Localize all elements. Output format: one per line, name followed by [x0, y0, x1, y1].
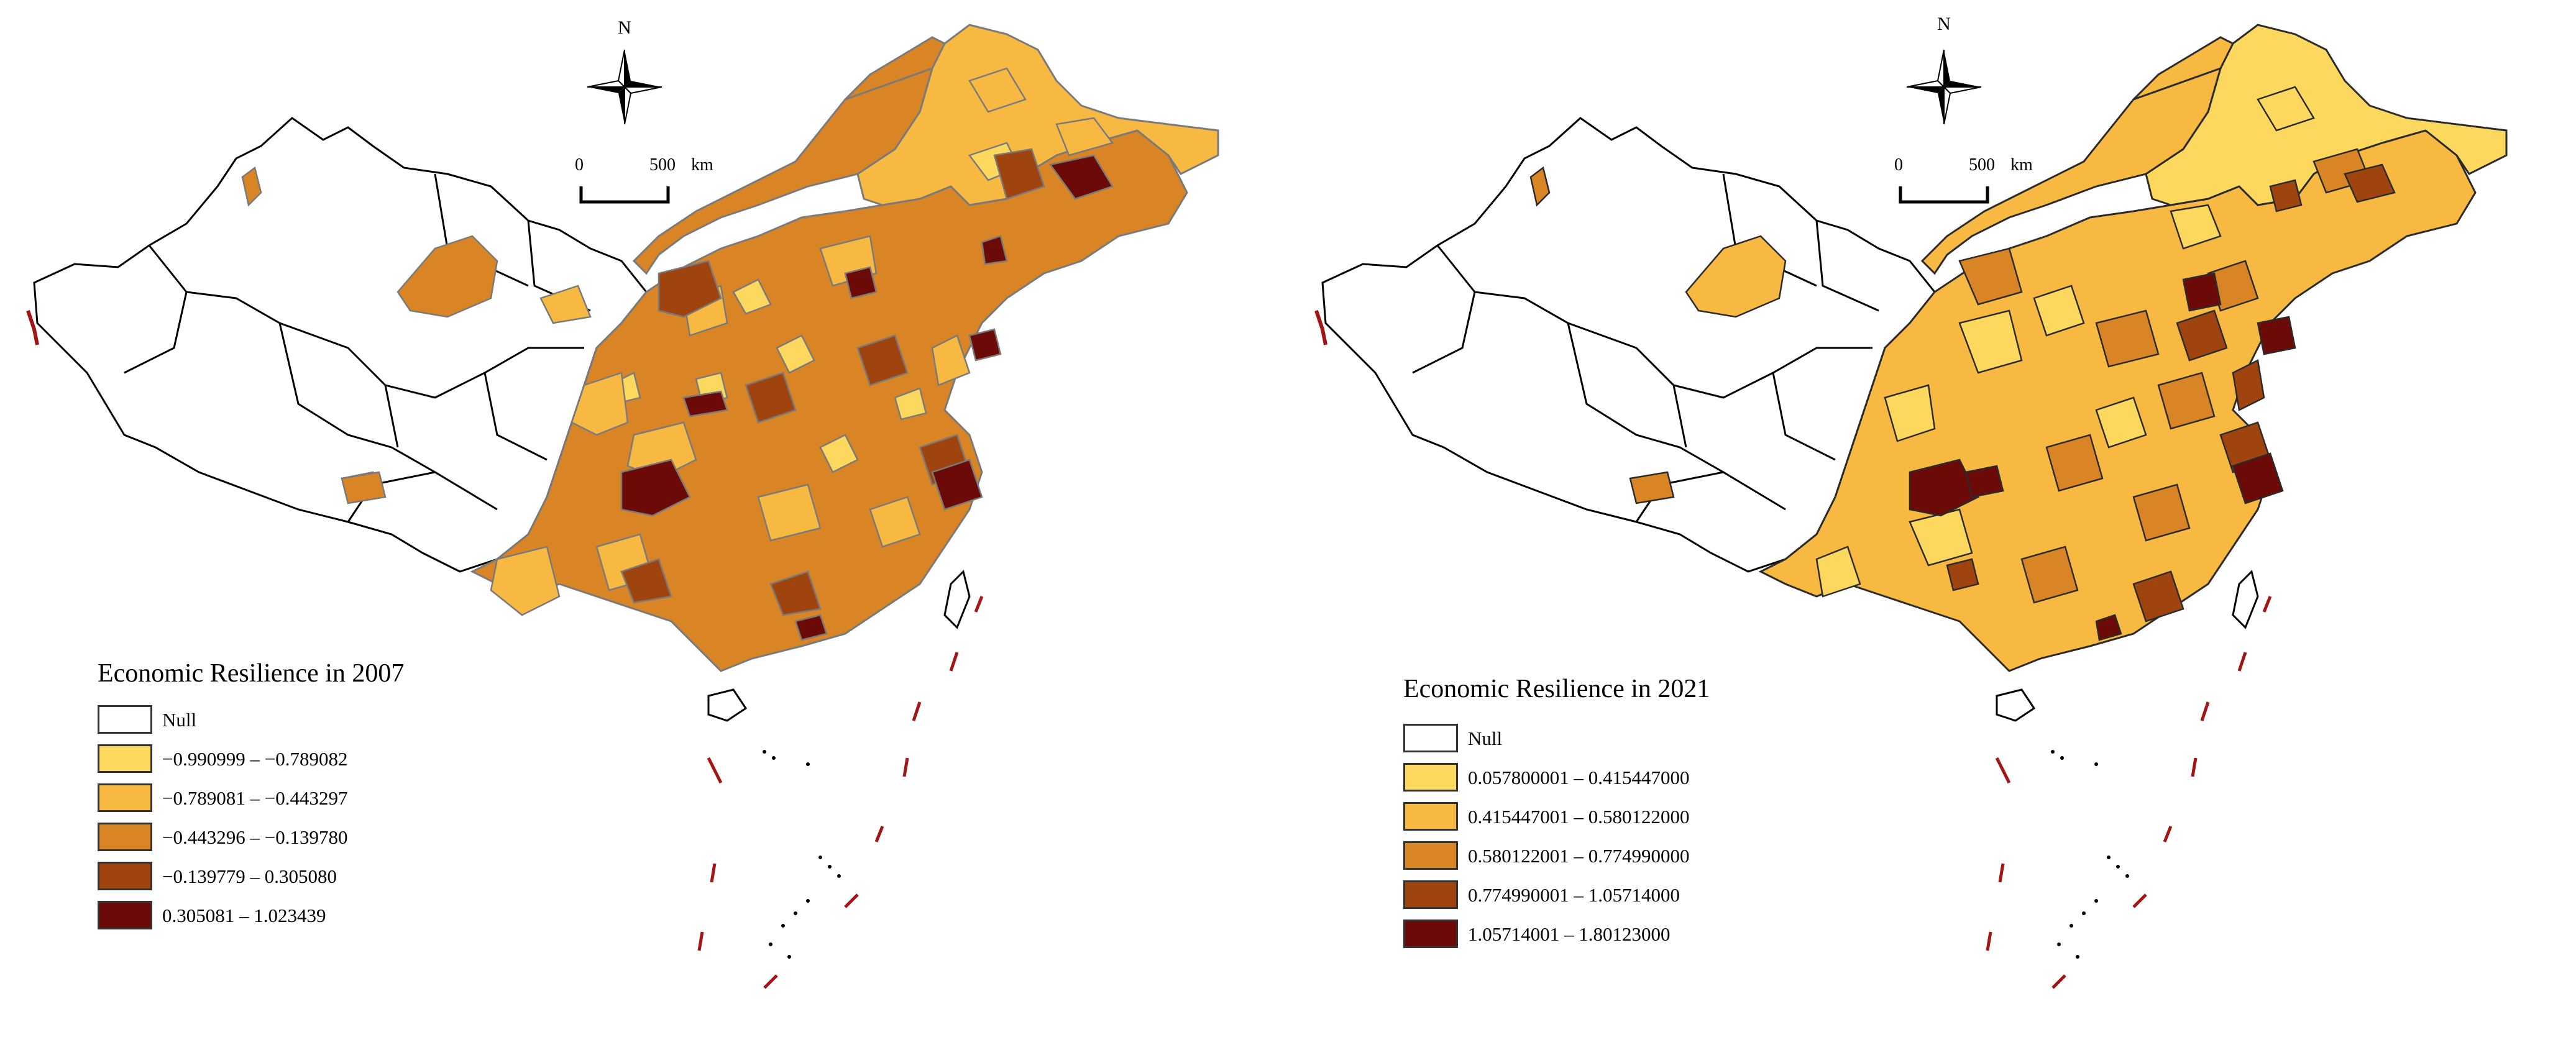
hainan-island: [707, 688, 748, 722]
region-northwest-small-2007: [241, 166, 262, 207]
region-far-northeast-2007: [844, 36, 947, 101]
scale-bar-icon: [579, 186, 670, 204]
scale-distance-label: 500: [649, 155, 676, 175]
legend-label: 1.05714001 – 1.80123000: [1468, 923, 1671, 945]
region-inner-mongolia-2007: [632, 66, 934, 275]
hainan-island: [1996, 688, 2036, 722]
west-border-mark: [1314, 310, 1327, 345]
south-sea-islands: [2051, 750, 2129, 959]
legend-label: −0.139779 – 0.305080: [162, 865, 337, 887]
legend-label: 0.774990001 – 1.05714000: [1468, 884, 1680, 906]
scale-zero-label: 0: [575, 155, 584, 175]
legend-swatch: [1403, 763, 1458, 792]
legend-label: −0.443296 – −0.139780: [162, 826, 348, 848]
north-label: N: [1937, 14, 1951, 34]
legend-label: 0.057800001 – 0.415447000: [1468, 767, 1690, 788]
choropleth-map-2021: [1314, 24, 2508, 989]
legend-label: Null: [1468, 728, 1503, 749]
legend-swatch: [98, 705, 152, 734]
province-borders-west: [1412, 173, 1879, 522]
nine-dash-line: [697, 596, 984, 989]
north-label: N: [618, 17, 631, 38]
region-xinjiang-north-2021: [1685, 235, 1787, 318]
legend-swatch: [1403, 802, 1458, 831]
north-arrow-compass-icon: [1906, 49, 1982, 125]
scale-unit-label: km: [2010, 155, 2033, 175]
class-3-patches-2021: [1629, 148, 2371, 604]
map-panel-2021: N 0 500 km Economic Resilience in 2021 N…: [1288, 0, 2576, 1045]
legend-swatch: [98, 744, 152, 773]
province-borders-west: [124, 173, 591, 522]
region-northeast-2021: [2145, 24, 2508, 206]
scale-distance-label: 500: [1969, 155, 1995, 175]
legend-label: −0.789081 – −0.443297: [162, 787, 348, 809]
nine-dash-line: [1986, 596, 2272, 989]
legend-swatch: [98, 862, 152, 890]
taiwan-island: [2232, 570, 2259, 629]
legend-swatch: [1403, 880, 1458, 909]
legend-label: −0.990999 – −0.789082: [162, 748, 348, 770]
region-far-northeast-2021: [2132, 36, 2235, 101]
legend-title: Economic Resilience in 2021: [1403, 675, 1710, 703]
legend-label: 0.580122001 – 0.774990000: [1468, 845, 1690, 867]
region-main-2021: [1758, 129, 2477, 672]
north-arrow-compass-icon: [587, 49, 662, 125]
legend-swatch: [98, 783, 152, 812]
class-5-patches-2021: [1909, 272, 2296, 641]
legend-swatch: [1403, 841, 1458, 870]
legend-label: Null: [162, 709, 197, 731]
legend-label: 0.415447001 – 0.580122000: [1468, 806, 1690, 828]
class-1-patches-2021: [1815, 86, 2315, 598]
choropleth-map-2007: [26, 24, 1219, 989]
class-5-patches-2007: [620, 154, 1114, 641]
scale-unit-label: km: [691, 155, 713, 175]
legend-swatch: [1403, 920, 1458, 948]
legend-title: Economic Resilience in 2007: [98, 659, 405, 688]
legend-swatch: [98, 901, 152, 929]
taiwan-island: [943, 570, 971, 629]
west-border-mark: [26, 310, 39, 345]
legend-swatch: [98, 823, 152, 851]
region-northwest-small-2021: [1529, 166, 1551, 207]
scale-zero-label: 0: [1894, 155, 1903, 175]
region-tibet-patch-2007: [341, 471, 387, 504]
region-xinjiang-north-2007: [396, 235, 498, 318]
south-sea-islands: [763, 750, 841, 959]
map-panel-2007: N 0 500 km Economic Resilience in 2007 N…: [26, 17, 1219, 989]
scale-bar-icon: [1899, 186, 1989, 204]
region-inner-mongolia-2021: [1920, 66, 2222, 275]
region-northeast-2007: [856, 24, 1219, 206]
legend-swatch: [1403, 724, 1458, 752]
legend-label: 0.305081 – 1.023439: [162, 905, 326, 926]
